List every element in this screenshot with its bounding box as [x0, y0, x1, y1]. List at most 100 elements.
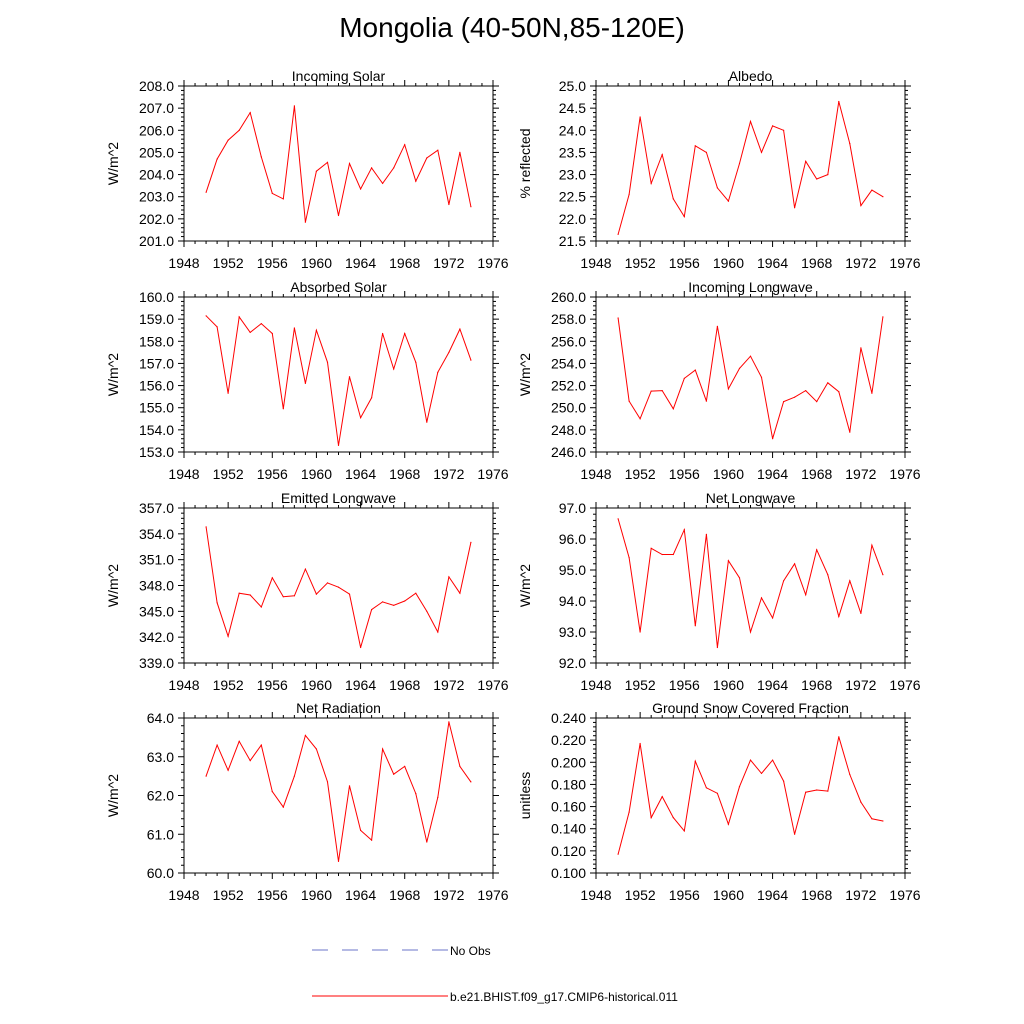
y-tick-label: 342.0 — [139, 629, 174, 645]
panel-albedo: Albedo 1948 1952 1956 1960 1964 1968 1972 1976 21… — [517, 68, 921, 271]
data-point — [326, 161, 329, 163]
data-point — [794, 833, 796, 835]
data-point — [838, 391, 840, 393]
y-axis-label: W/m^2 — [517, 353, 533, 396]
y-axis-label: W/m^2 — [105, 142, 121, 185]
y-tick-label: 160.0 — [139, 289, 174, 305]
data-point — [426, 157, 428, 159]
panel-title: Emitted Longwave — [281, 490, 396, 506]
y-tick-label: 202.0 — [139, 211, 174, 227]
data-point — [227, 635, 229, 637]
x-tick-label: 1960 — [713, 677, 744, 693]
plot-frame — [183, 717, 494, 874]
data-point — [271, 332, 273, 335]
data-point — [694, 369, 696, 371]
data-point — [827, 574, 829, 576]
data-point — [470, 359, 472, 361]
data-point — [816, 178, 818, 180]
panel-incoming-longwave: Incoming Longwave 1948 1952 1956 1960 1964 196… — [517, 279, 921, 482]
figure-title: Mongolia (40-50N,85-120E) — [339, 12, 685, 43]
data-point — [650, 390, 652, 392]
data-point — [238, 740, 240, 742]
y-tick-label: 204.0 — [139, 167, 174, 183]
data-point — [282, 596, 284, 598]
data-point — [293, 595, 295, 597]
data-point — [260, 744, 262, 746]
x-tick-label: 1948 — [168, 466, 199, 482]
data-line — [205, 721, 472, 862]
data-point — [617, 853, 619, 855]
data-point — [293, 105, 295, 107]
x-tick-label: 1976 — [889, 887, 920, 903]
y-tick-label: 0.240 — [551, 710, 586, 726]
x-tick-label: 1960 — [301, 255, 332, 271]
panel-net-radiation: Net Radiation 1948 1952 1956 1960 1964 1968 197… — [105, 700, 509, 903]
data-point — [459, 328, 461, 330]
y-tick-label: 92.0 — [559, 655, 586, 671]
x-tick-label: 1952 — [213, 466, 244, 482]
x-tick-label: 1976 — [889, 466, 920, 482]
y-tick-label: 0.160 — [551, 799, 586, 815]
x-tick-label: 1952 — [625, 677, 656, 693]
data-point — [360, 646, 362, 649]
data-point — [448, 576, 450, 578]
data-point — [415, 180, 417, 182]
x-tick-label: 1952 — [213, 677, 244, 693]
data-line — [205, 105, 472, 223]
legend-item-b-e21-bhist-f09-g17-cmip6-historical-011: b.e21.BHIST.f09_g17.CMIP6-historical.011 — [312, 990, 678, 1004]
y-tick-label: 64.0 — [147, 710, 174, 726]
y-tick-label: 23.0 — [559, 167, 586, 183]
data-point — [661, 154, 663, 156]
data-point — [238, 592, 240, 594]
data-point — [304, 382, 306, 384]
x-tick-label: 1972 — [433, 255, 464, 271]
y-tick-label: 258.0 — [551, 311, 586, 327]
data-point — [404, 332, 406, 335]
data-point — [783, 129, 785, 131]
x-tick-label: 1964 — [345, 255, 376, 271]
data-point — [672, 553, 674, 556]
data-point — [650, 182, 652, 184]
data-point — [738, 162, 741, 165]
data-point — [459, 592, 461, 594]
data-point — [628, 400, 630, 402]
data-point — [628, 193, 630, 196]
data-point — [426, 421, 428, 423]
data-point — [639, 742, 641, 745]
data-point — [459, 151, 461, 153]
data-point — [617, 233, 619, 235]
x-tick-label: 1968 — [389, 887, 420, 903]
y-tick-label: 206.0 — [139, 122, 174, 138]
y-tick-label: 153.0 — [139, 444, 174, 460]
data-point — [760, 597, 763, 599]
data-point — [716, 792, 719, 794]
y-tick-label: 348.0 — [139, 578, 174, 594]
data-point — [760, 772, 763, 775]
y-tick-label: 154.0 — [139, 422, 174, 438]
data-point — [282, 806, 284, 808]
y-tick-label: 21.5 — [559, 233, 586, 249]
data-point — [882, 820, 884, 822]
x-tick-label: 1956 — [669, 887, 700, 903]
data-point — [205, 191, 207, 193]
data-point — [360, 829, 362, 832]
data-line — [617, 518, 884, 648]
y-tick-label: 157.0 — [139, 355, 174, 371]
data-point — [348, 593, 351, 595]
x-tick-label: 1960 — [301, 677, 332, 693]
data-point — [315, 329, 317, 331]
data-point — [448, 203, 450, 206]
data-point — [827, 382, 829, 384]
data-point — [393, 604, 395, 606]
y-axis-label: unitless — [517, 772, 533, 819]
data-point — [304, 221, 306, 223]
data-point — [360, 417, 362, 419]
plot-frame — [595, 85, 906, 242]
data-point — [772, 759, 774, 761]
y-axis-label: W/m^2 — [105, 564, 121, 607]
y-tick-label: 60.0 — [147, 865, 174, 881]
data-point — [470, 541, 472, 544]
data-point — [849, 143, 851, 145]
x-tick-label: 1952 — [213, 887, 244, 903]
y-tick-label: 93.0 — [559, 624, 586, 640]
